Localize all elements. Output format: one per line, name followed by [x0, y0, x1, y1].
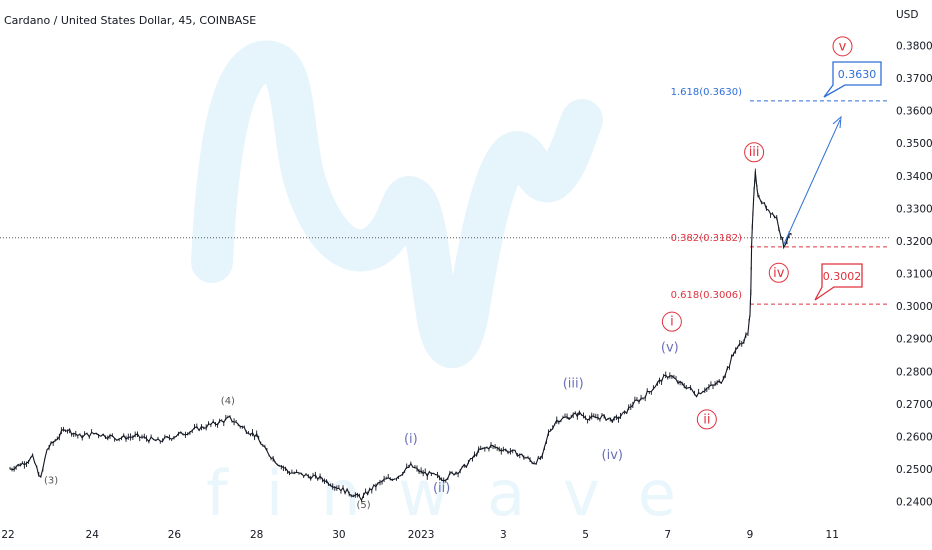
x-tick-label: 7: [664, 529, 671, 541]
wave-label: (iii): [563, 377, 584, 392]
wave-circle: [768, 262, 789, 283]
wave-circle: [661, 311, 682, 332]
fib-label: 1.618(0.3630): [671, 87, 743, 98]
y-tick-label: 0.2400: [896, 497, 932, 509]
y-tick-label: 0.2600: [896, 431, 932, 443]
wave-label: iv: [773, 266, 785, 281]
x-axis: 22 24 26 28 30 2023 3 5 7 9 11: [1, 529, 839, 541]
x-tick-label: 3: [500, 529, 507, 541]
callout-0363[interactable]: 0.3630: [823, 61, 882, 98]
fib-label: 0.618(0.3006): [671, 290, 743, 301]
wave-label: (4): [221, 396, 235, 407]
x-tick-label: 22: [1, 529, 14, 541]
y-tick-label: 0.2700: [896, 399, 932, 411]
wave-label: (3): [44, 476, 58, 487]
wave-label: iii: [749, 145, 760, 160]
y-tick-label: 0.2500: [896, 464, 932, 476]
y-tick-label: 0.2800: [896, 366, 932, 378]
y-tick-label: 0.3200: [896, 236, 932, 248]
y-tick-label: 0.3500: [896, 138, 932, 150]
callout-blue-label: 0.3630: [838, 68, 877, 81]
wave-label: (i): [404, 432, 418, 447]
wave-circle: [744, 142, 765, 163]
y-tick-label: 0.3000: [896, 301, 932, 313]
x-tick-label: 30: [332, 529, 345, 541]
callout-red-label: 0.3002: [823, 270, 862, 283]
wave-label: i: [670, 315, 674, 330]
wave-label: (ii): [433, 481, 450, 496]
y-tick-label: 0.3600: [896, 106, 932, 118]
y-tick-label: 0.3100: [896, 269, 932, 281]
chart-title: Cardano / United States Dollar, 45, COIN…: [4, 14, 256, 27]
wave-label: (5): [356, 500, 370, 511]
wave-label: (iv): [602, 448, 623, 463]
wave-circle: [832, 36, 853, 57]
x-tick-label: 5: [582, 529, 589, 541]
y-tick-label: 0.3300: [896, 203, 932, 215]
y-tick-label: 0.3400: [896, 171, 932, 183]
y-tick-label: 0.2900: [896, 334, 932, 346]
watermark-wordmark: finwave: [206, 457, 714, 530]
fib-levels: 1.618(0.3630) 0.382(0.3182) 0.618(0.3006): [671, 87, 890, 305]
finwave-watermark: finwave: [191, 40, 714, 530]
callout-03002[interactable]: 0.3002: [814, 263, 863, 301]
projection-arrow: [783, 115, 842, 245]
price-line: [9, 171, 792, 502]
x-tick-label: 2023: [408, 529, 435, 541]
wave-circle: [696, 409, 717, 430]
fib-label: 0.382(0.3182): [671, 233, 743, 244]
watermark-logo-stroke: [191, 40, 603, 369]
x-tick-label: 26: [168, 529, 182, 541]
wave-label: ii: [703, 412, 710, 427]
y-axis-currency: USD: [896, 9, 918, 21]
y-tick-label: 0.3800: [896, 40, 932, 52]
x-tick-label: 24: [86, 529, 100, 541]
wave-label: v: [839, 39, 847, 54]
x-tick-label: 11: [826, 529, 839, 541]
wave-label: (v): [661, 341, 679, 356]
y-axis: USD 0.2400 0.2500 0.2600 0.2700 0.2800 0.2900…: [896, 9, 932, 509]
x-tick-label: 9: [747, 529, 754, 541]
y-tick-label: 0.3700: [896, 73, 932, 85]
x-tick-label: 28: [250, 529, 263, 541]
